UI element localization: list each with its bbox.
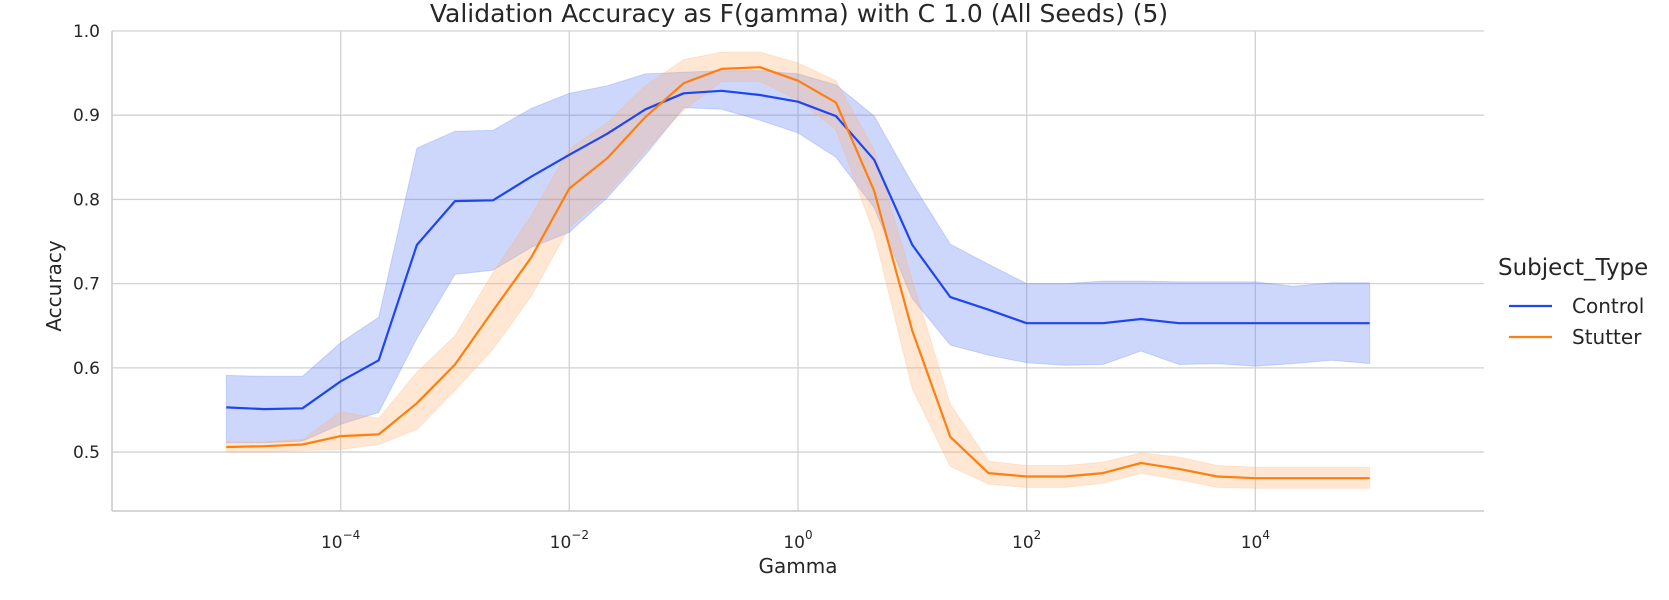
x-axis-label: Gamma <box>759 554 838 578</box>
legend-item-control: Control <box>1509 294 1644 318</box>
y-tick-label: 0.6 <box>73 359 100 379</box>
series-lines <box>226 66 1370 480</box>
x-tick-label: 10−2 <box>550 528 589 553</box>
legend: Subject_Type Control Stutter <box>1498 255 1648 349</box>
y-axis-label: Accuracy <box>42 240 66 331</box>
y-tick-label: 0.8 <box>73 190 100 210</box>
y-tick-label: 0.9 <box>73 106 100 126</box>
legend-label: Control <box>1572 294 1644 318</box>
stutter-series-line <box>226 66 1370 480</box>
chart-title: Validation Accuracy as F(gamma) with C 1… <box>430 0 1168 28</box>
x-tick-label: 102 <box>1012 528 1041 553</box>
legend-item-stutter: Stutter <box>1509 325 1642 349</box>
control-confidence-band <box>225 70 1371 444</box>
y-tick-label: 1.0 <box>73 22 100 42</box>
stutter-confidence-band <box>225 51 1371 489</box>
x-tick-label: 104 <box>1241 528 1270 553</box>
confidence-bands <box>225 51 1371 489</box>
legend-title: Subject_Type <box>1498 255 1648 281</box>
y-tick-label: 0.5 <box>73 443 100 463</box>
x-tick-label: 10−4 <box>321 528 360 553</box>
grid-lines <box>112 30 1484 511</box>
control-series-line <box>226 89 1370 411</box>
y-tick-label: 0.7 <box>73 275 100 295</box>
legend-label: Stutter <box>1572 325 1642 349</box>
x-tick-labels: 10−4 10−2 100 102 104 <box>321 528 1270 553</box>
y-tick-labels: 0.5 0.6 0.7 0.8 0.9 1.0 <box>73 22 100 463</box>
x-tick-label: 100 <box>783 528 812 553</box>
